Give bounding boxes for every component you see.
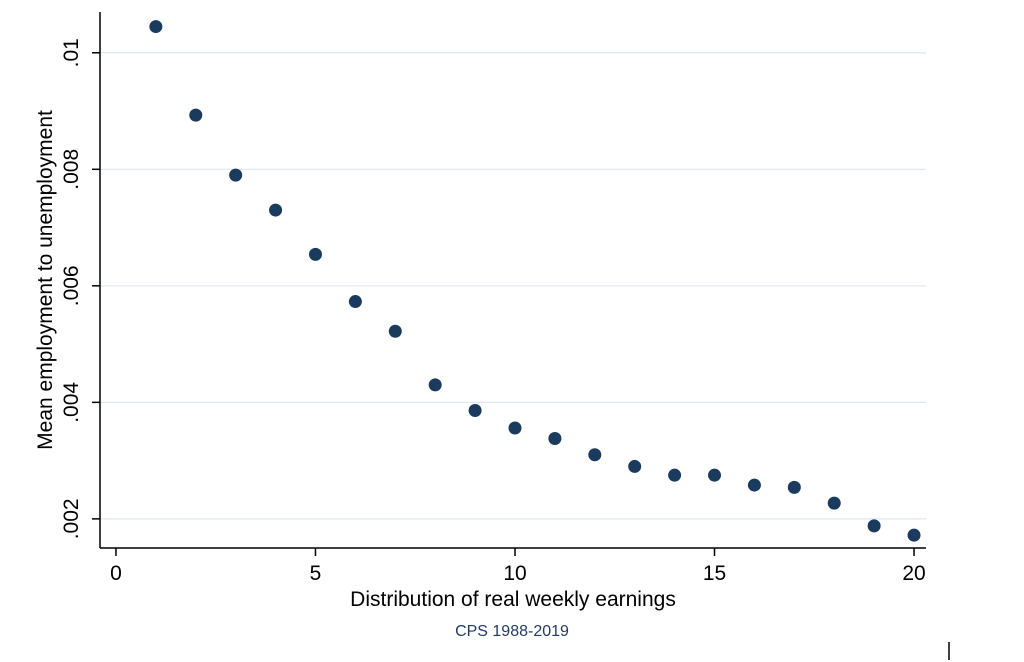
y-tick-label: .004 [60,382,83,423]
axis-ticks: .002 .004 .006 .008 .01 0 5 10 15 20 [60,38,926,585]
y-tick-label: .002 [60,498,83,539]
data-point [269,203,283,217]
data-points [149,20,921,542]
data-point [308,247,322,261]
data-point [668,468,682,482]
data-point [149,20,163,34]
y-tick-label: .008 [60,149,83,190]
y-tick-label: .006 [60,265,83,306]
data-point [189,108,203,122]
x-tick-label: 0 [110,562,122,585]
data-point [508,421,522,435]
x-axis-title: Distribution of real weekly earnings [350,588,676,611]
x-tick-label: 15 [703,562,726,585]
data-point [708,468,722,482]
data-point [548,431,562,445]
data-point [468,404,482,418]
gridlines [100,52,926,520]
y-tick-label: .01 [60,38,83,67]
x-tick-label: 10 [503,562,526,585]
data-point [628,459,642,473]
x-tick-label: 20 [902,562,925,585]
data-point [229,168,243,182]
data-point [428,378,442,392]
data-point [867,519,881,533]
data-point [907,528,921,542]
data-point [388,324,402,338]
data-point [588,448,602,462]
data-point [348,295,362,309]
source-note: CPS 1988-2019 [455,623,569,640]
data-point [747,478,761,492]
x-tick-label: 5 [310,562,322,585]
y-axis-title: Mean employment to unemployment [34,110,57,450]
data-point [787,480,801,494]
data-point [827,496,841,510]
